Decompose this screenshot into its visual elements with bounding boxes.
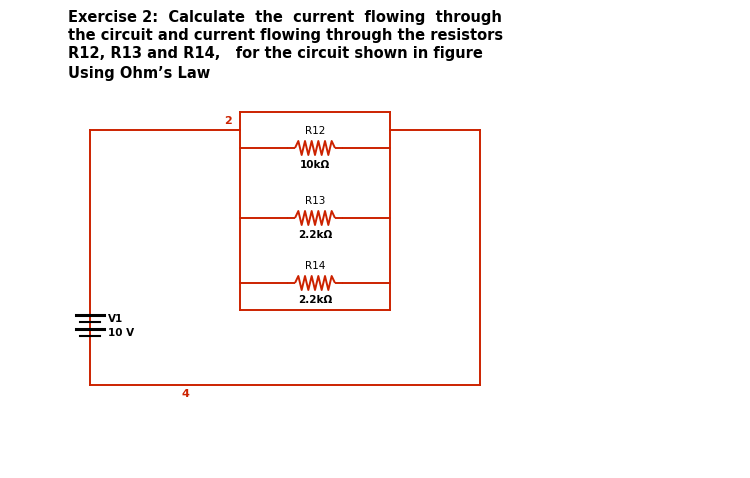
- Text: 2: 2: [224, 116, 232, 126]
- Text: 2.2kΩ: 2.2kΩ: [298, 295, 332, 305]
- Text: Using Ohm’s Law: Using Ohm’s Law: [68, 66, 210, 81]
- Text: 10kΩ: 10kΩ: [300, 160, 330, 170]
- Text: 10 V: 10 V: [108, 328, 134, 338]
- Text: R13: R13: [304, 196, 326, 206]
- Text: V1: V1: [108, 314, 123, 324]
- Text: 4: 4: [181, 389, 189, 399]
- Text: R12, R13 and R14,   for the circuit shown in figure: R12, R13 and R14, for the circuit shown …: [68, 46, 483, 61]
- Text: R14: R14: [304, 261, 326, 271]
- Text: the circuit and current flowing through the resistors: the circuit and current flowing through …: [68, 28, 503, 43]
- Text: Exercise 2:  Calculate  the  current  flowing  through: Exercise 2: Calculate the current flowin…: [68, 10, 502, 25]
- Text: R12: R12: [304, 126, 326, 136]
- Text: 2.2kΩ: 2.2kΩ: [298, 230, 332, 240]
